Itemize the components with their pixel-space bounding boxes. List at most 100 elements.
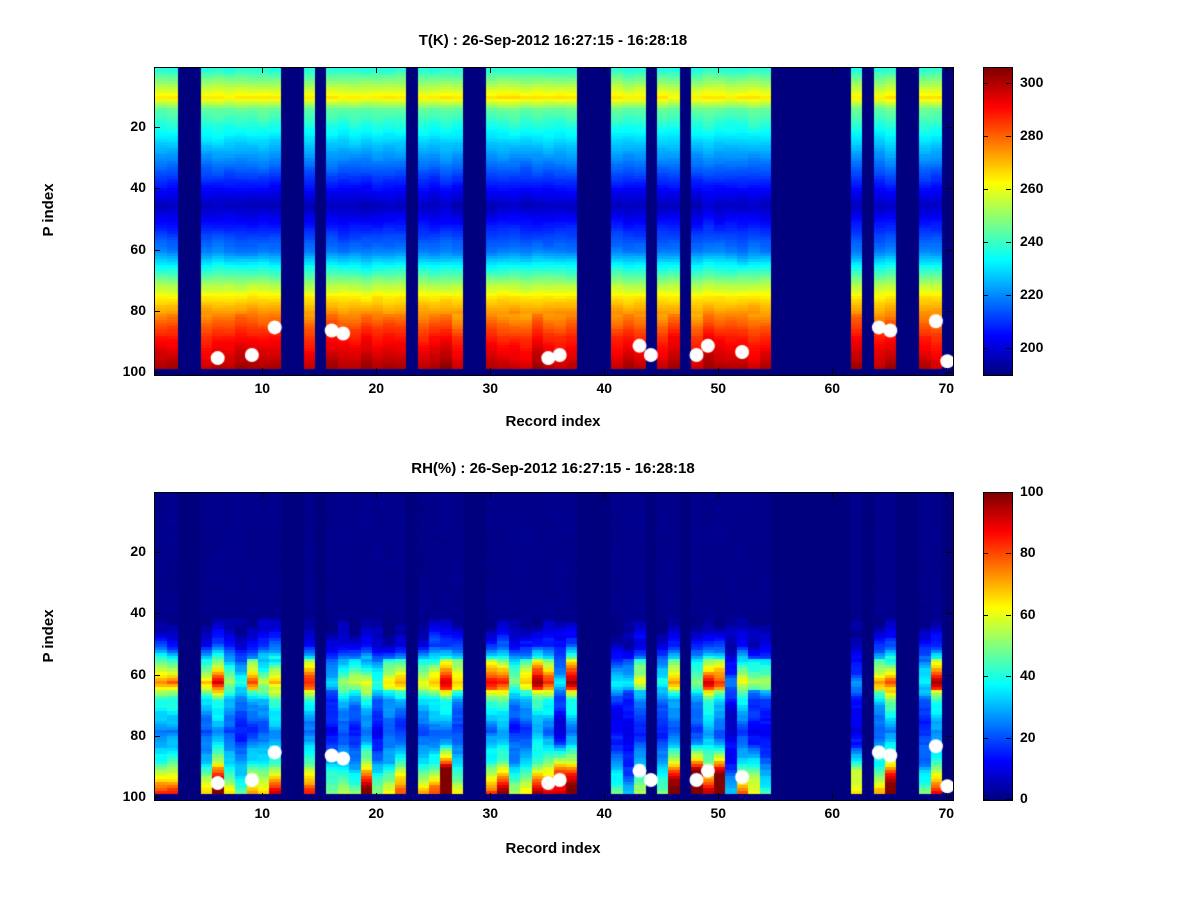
x-tick-mark	[604, 67, 605, 73]
y-tick-mark	[946, 188, 952, 189]
x-tick-mark	[946, 368, 947, 374]
y-tick-mark	[154, 127, 160, 128]
y-tick-label: 60	[130, 240, 146, 257]
colorbar-tick-label: 220	[1020, 285, 1044, 302]
x-tick-mark	[376, 793, 377, 799]
y-tick-label: 100	[122, 363, 146, 380]
x-tick-mark	[718, 793, 719, 799]
x-tick-mark	[604, 793, 605, 799]
x-tick-mark	[262, 67, 263, 73]
y-tick-mark	[946, 127, 952, 128]
colorbar-tick-mark	[1006, 799, 1011, 800]
y-tick-label: 40	[130, 179, 146, 196]
colorbar-tick-label: 80	[1020, 544, 1036, 561]
x-tick-label: 10	[254, 380, 271, 396]
x-tick-mark	[376, 67, 377, 73]
colorbar-tick-mark	[1006, 492, 1011, 493]
x-tick-label: 50	[710, 380, 727, 396]
y-tick-mark	[946, 250, 952, 251]
colorbar-tick-label: 240	[1020, 232, 1044, 249]
colorbar-tick-mark	[983, 83, 988, 84]
y-tick-mark	[946, 613, 952, 614]
y-tick-mark	[154, 372, 160, 373]
x-axis-label-temperature: Record index	[505, 413, 601, 430]
x-tick-label: 20	[368, 380, 385, 396]
colorbar-tick-mark	[983, 136, 988, 137]
x-tick-mark	[376, 368, 377, 374]
x-tick-label: 20	[368, 805, 385, 821]
colorbar-temperature[interactable]	[983, 67, 1013, 376]
x-axis-label-relative-humidity: Record index	[505, 840, 601, 857]
colorbar-tick-label: 200	[1020, 338, 1044, 355]
x-tick-mark	[490, 368, 491, 374]
colorbar-tick-mark	[983, 492, 988, 493]
colorbar-tick-mark	[1006, 83, 1011, 84]
y-tick-label: 20	[130, 117, 146, 134]
y-tick-mark	[154, 250, 160, 251]
x-tick-label: 10	[254, 805, 271, 821]
x-tick-label: 40	[596, 380, 613, 396]
y-tick-mark	[946, 372, 952, 373]
y-tick-mark	[154, 552, 160, 553]
colorbar-tick-label: 280	[1020, 126, 1044, 143]
x-tick-mark	[262, 793, 263, 799]
y-axis-label-relative-humidity: P index	[40, 609, 57, 663]
colorbar-tick-mark	[1006, 295, 1011, 296]
colorbar-tick-mark	[983, 348, 988, 349]
x-tick-label: 50	[710, 805, 727, 821]
x-tick-label: 70	[938, 380, 955, 396]
colorbar-tick-label: 100	[1020, 483, 1044, 499]
colorbar-relative-humidity[interactable]	[983, 492, 1013, 801]
heatmap-temperature[interactable]	[154, 67, 954, 376]
chart-title-relative-humidity: RH(%) : 26-Sep-2012 16:27:15 - 16:28:18	[411, 460, 695, 477]
y-tick-mark	[154, 736, 160, 737]
colorbar-tick-label: 60	[1020, 605, 1036, 622]
y-tick-mark	[154, 311, 160, 312]
x-tick-label: 70	[938, 805, 955, 821]
colorbar-tick-mark	[1006, 136, 1011, 137]
x-tick-mark	[832, 368, 833, 374]
colorbar-tick-mark	[1006, 615, 1011, 616]
x-tick-mark	[604, 492, 605, 498]
x-tick-mark	[604, 368, 605, 374]
y-axis-label-temperature: P index	[40, 183, 57, 237]
y-tick-label: 80	[130, 302, 146, 319]
x-tick-label: 60	[824, 380, 841, 396]
x-tick-mark	[832, 67, 833, 73]
colorbar-tick-mark	[983, 189, 988, 190]
colorbar-tick-mark	[983, 242, 988, 243]
y-tick-label: 80	[130, 727, 146, 744]
x-tick-mark	[490, 793, 491, 799]
x-tick-mark	[490, 492, 491, 498]
colorbar-tick-label: 300	[1020, 73, 1044, 90]
colorbar-tick-mark	[983, 295, 988, 296]
colorbar-tick-label: 20	[1020, 728, 1036, 745]
colorbar-tick-mark	[1006, 348, 1011, 349]
colorbar-tick-mark	[1006, 738, 1011, 739]
x-tick-mark	[718, 492, 719, 498]
x-tick-mark	[376, 492, 377, 498]
y-tick-mark	[946, 311, 952, 312]
x-tick-mark	[490, 67, 491, 73]
colorbar-tick-mark	[983, 799, 988, 800]
chart-title-temperature: T(K) : 26-Sep-2012 16:27:15 - 16:28:18	[418, 32, 688, 49]
x-tick-mark	[718, 368, 719, 374]
y-tick-mark	[946, 797, 952, 798]
x-tick-label: 30	[482, 380, 499, 396]
x-tick-mark	[832, 793, 833, 799]
colorbar-tick-mark	[983, 676, 988, 677]
x-tick-mark	[262, 368, 263, 374]
x-tick-mark	[946, 793, 947, 799]
y-tick-mark	[154, 188, 160, 189]
colorbar-tick-mark	[1006, 676, 1011, 677]
y-tick-mark	[154, 797, 160, 798]
colorbar-tick-label: 40	[1020, 667, 1036, 684]
y-tick-label: 60	[130, 665, 146, 682]
colorbar-tick-label: 260	[1020, 179, 1044, 196]
y-tick-label: 40	[130, 604, 146, 621]
y-tick-mark	[946, 736, 952, 737]
x-tick-mark	[946, 67, 947, 73]
heatmap-relative-humidity[interactable]	[154, 492, 954, 801]
colorbar-tick-mark	[1006, 553, 1011, 554]
